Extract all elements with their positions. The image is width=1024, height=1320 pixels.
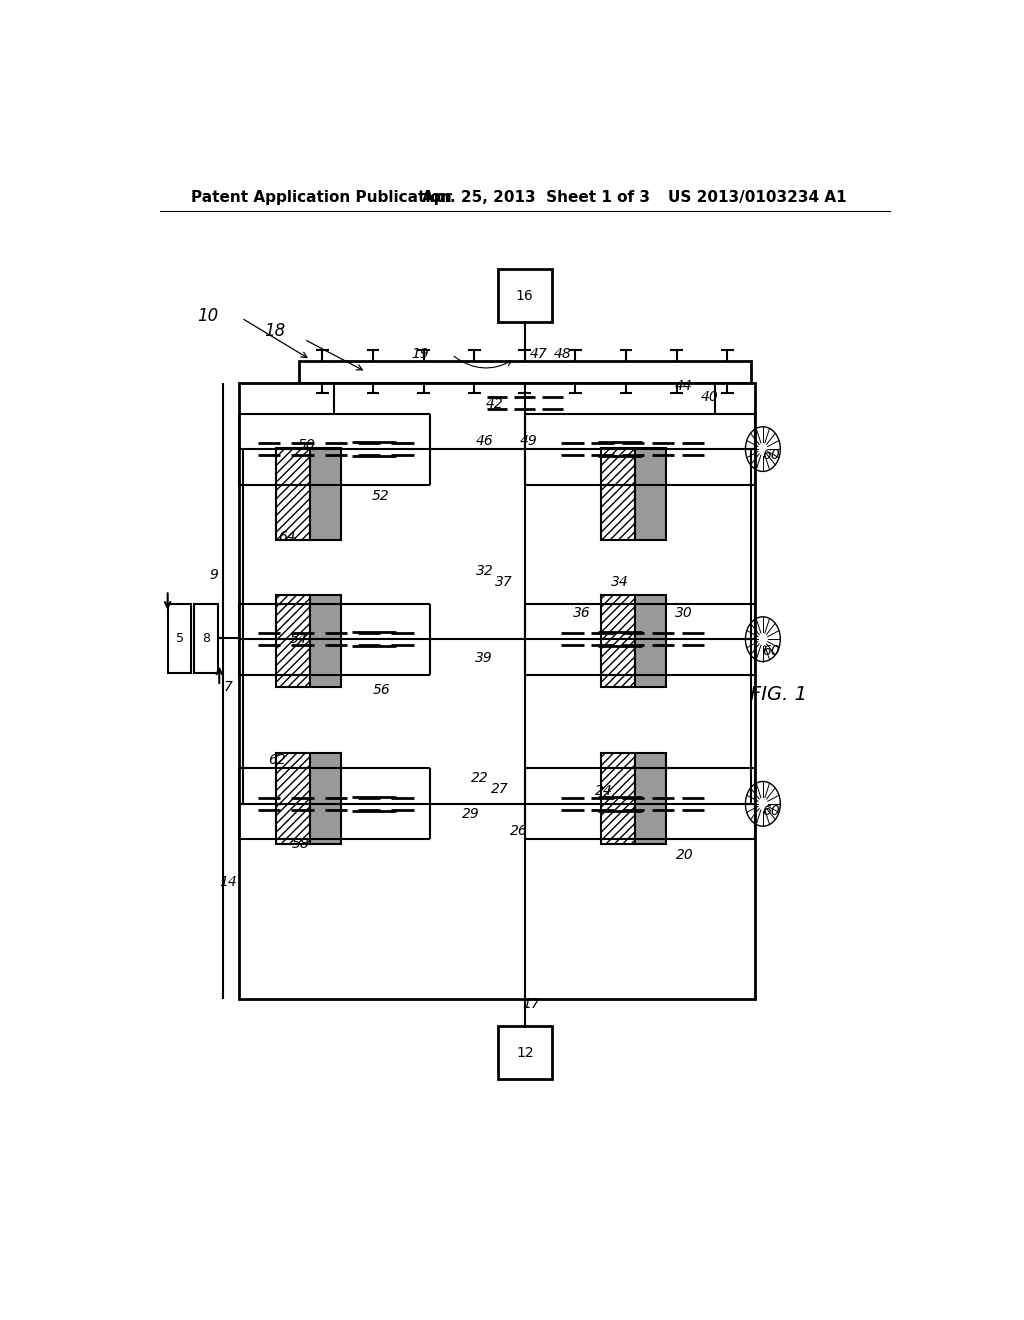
Text: 42: 42	[485, 397, 504, 412]
Text: 47: 47	[530, 347, 548, 360]
Bar	[601, 447, 635, 540]
Text: 48: 48	[554, 347, 571, 360]
Text: 37: 37	[495, 576, 512, 589]
Text: 49: 49	[520, 434, 538, 447]
Bar	[498, 1027, 552, 1080]
Text: 26: 26	[510, 824, 527, 838]
Bar	[275, 595, 309, 686]
Text: Apr. 25, 2013  Sheet 1 of 3: Apr. 25, 2013 Sheet 1 of 3	[422, 190, 649, 205]
Text: 62: 62	[268, 754, 286, 767]
Bar	[309, 752, 341, 845]
Text: 27: 27	[490, 781, 508, 796]
Bar	[635, 447, 666, 540]
Bar	[299, 360, 751, 383]
Text: 56: 56	[373, 682, 391, 697]
Text: 50: 50	[298, 438, 315, 451]
Text: 20: 20	[676, 847, 694, 862]
Text: 5: 5	[175, 632, 183, 644]
Text: 46: 46	[476, 434, 494, 447]
Text: 60: 60	[762, 804, 779, 818]
Text: 32: 32	[476, 564, 494, 578]
Bar	[635, 752, 666, 845]
Bar	[275, 752, 309, 845]
Text: 17: 17	[522, 997, 540, 1011]
Text: 18: 18	[264, 322, 286, 341]
Text: 58: 58	[292, 837, 310, 851]
Bar	[601, 595, 635, 686]
Text: 12: 12	[516, 1045, 534, 1060]
Text: 22: 22	[471, 771, 488, 785]
Text: 10: 10	[197, 308, 218, 325]
Text: 14: 14	[219, 875, 237, 890]
Text: 64: 64	[278, 529, 296, 544]
Bar	[601, 752, 635, 845]
Text: 52: 52	[372, 488, 389, 503]
Text: 44: 44	[675, 379, 692, 393]
Text: 16: 16	[516, 289, 534, 302]
Text: 54: 54	[290, 632, 307, 647]
Text: 36: 36	[573, 606, 591, 619]
Bar	[275, 447, 309, 540]
Text: 39: 39	[475, 652, 493, 665]
Text: 60: 60	[762, 449, 779, 462]
Text: Patent Application Publication: Patent Application Publication	[191, 190, 453, 205]
Bar	[240, 383, 755, 999]
Bar	[309, 447, 341, 540]
Text: 24: 24	[595, 784, 613, 797]
Text: 8: 8	[202, 632, 210, 644]
Bar	[168, 603, 191, 673]
Bar	[194, 603, 218, 673]
Text: 9: 9	[209, 568, 218, 582]
Text: 7: 7	[223, 680, 232, 694]
Text: 29: 29	[462, 807, 479, 821]
Bar	[635, 595, 666, 686]
Text: 19: 19	[412, 347, 429, 360]
Text: FIG. 1: FIG. 1	[751, 685, 807, 704]
Text: 34: 34	[611, 576, 629, 589]
Text: 40: 40	[700, 391, 719, 404]
Bar	[498, 269, 552, 322]
Bar	[309, 595, 341, 686]
Text: 30: 30	[675, 606, 692, 619]
Text: 60: 60	[762, 644, 779, 659]
Text: US 2013/0103234 A1: US 2013/0103234 A1	[668, 190, 846, 205]
